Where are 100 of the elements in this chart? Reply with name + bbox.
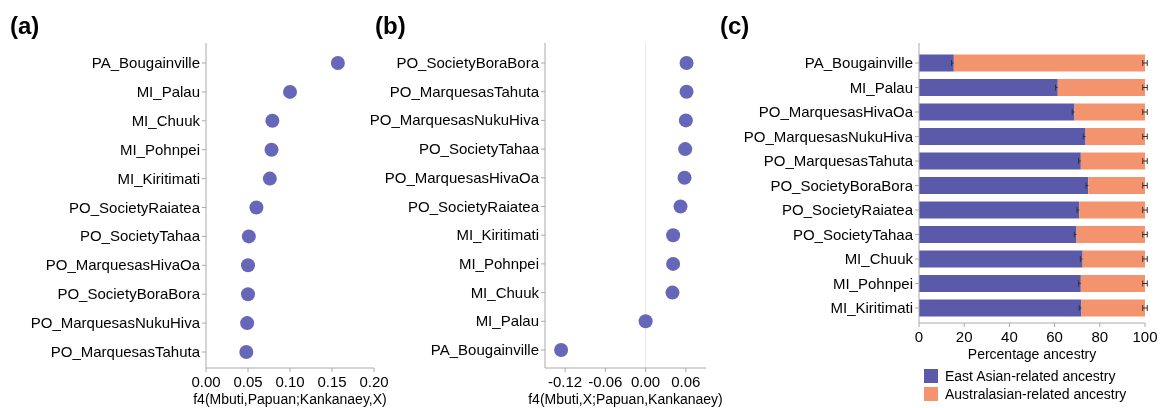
y-tick-label: PO_SocietyBoraBora (770, 176, 914, 194)
point (554, 343, 569, 357)
y-tick-label: PA_Bougainville (91, 54, 200, 71)
y-tick-label: MI_Kiritimati (456, 226, 539, 244)
x-tick-label: 0.00 (191, 373, 221, 390)
point (249, 200, 264, 215)
x-tick-label: 100 (1132, 328, 1158, 345)
bar (919, 299, 1082, 317)
point (638, 314, 653, 329)
bar (919, 79, 1058, 96)
y-tick-label: MI_Palau (475, 312, 539, 330)
point (673, 199, 688, 214)
bar (1080, 152, 1145, 170)
y-tick-label: PO_SocietyBoraBora (57, 285, 201, 303)
point (241, 258, 255, 273)
point (265, 113, 280, 128)
y-tick-label: PO_SocietyRaiatea (408, 197, 540, 215)
bar (1088, 177, 1145, 194)
bar (1076, 226, 1145, 243)
bar (1081, 299, 1145, 317)
y-tick-label: PO_SocietyTahaa (792, 225, 914, 243)
legend-label: Australasian-related ancestry (945, 386, 1127, 402)
y-tick-label: MI_Kiritimati (830, 299, 913, 316)
point (678, 113, 693, 128)
x-tick-label: 0.20 (359, 373, 389, 390)
bar (919, 103, 1075, 121)
y-tick-label: PO_SocietyTahaa (79, 227, 201, 245)
point (264, 142, 279, 157)
chart-title: (b) (375, 12, 406, 39)
y-tick-label: PO_SocietyTahaa (418, 140, 540, 158)
chart-title: (c) (720, 12, 750, 39)
y-tick-label: MI_Pohnpei (119, 140, 200, 158)
x-tick-label: 0.05 (233, 373, 263, 390)
bar (1085, 128, 1145, 145)
y-tick-label: PO_MarquesasNukuHiva (369, 111, 540, 129)
y-tick-label: MI_Palau (136, 82, 200, 100)
point (241, 229, 256, 244)
x-tick-label: 0.00 (631, 373, 661, 390)
y-tick-label: PA_Bougainville (804, 54, 913, 71)
y-tick-label: PO_MarquesasTahuta (50, 343, 201, 360)
y-tick-label: MI_Palau (849, 78, 913, 96)
x-tick-label: -0.12 (548, 373, 583, 390)
x-tick-label: 80 (1091, 328, 1109, 345)
y-tick-label: PO_SocietyBoraBora (396, 54, 540, 71)
x-axis-title: f4(Mbuti,X;Papuan,Kankanaey) (528, 391, 723, 407)
legend-label: East Asian-related ancestry (945, 368, 1116, 384)
x-axis-title: f4(Mbuti,Papuan;Kankanaey,X) (193, 391, 387, 407)
point (241, 287, 255, 302)
chart-title: (a) (10, 12, 40, 39)
bar (919, 250, 1083, 268)
y-tick-label: PO_MarquesasTahuta (763, 152, 914, 169)
x-tick-label: 0.06 (671, 373, 701, 390)
bar (919, 275, 1081, 292)
x-tick-label: 40 (1001, 328, 1018, 345)
x-tick-label: 60 (1046, 328, 1063, 345)
point (666, 256, 681, 271)
point (240, 316, 255, 331)
point (666, 228, 681, 243)
y-tick-label: PA_Bougainville (430, 341, 539, 358)
point (283, 84, 297, 99)
y-tick-label: MI_Kiritimati (117, 169, 200, 187)
bar (919, 177, 1089, 194)
bar (1057, 79, 1145, 96)
point (239, 345, 254, 359)
x-tick-label: 0.15 (317, 373, 347, 390)
bar (919, 152, 1081, 170)
point (679, 56, 694, 70)
y-tick-label: PO_SocietyRaiatea (782, 201, 914, 218)
bar (919, 201, 1080, 219)
bar (919, 54, 954, 72)
y-tick-label: PO_SocietyRaiatea (69, 198, 201, 216)
point (678, 142, 693, 157)
y-tick-label: PO_MarquesasHivaOa (758, 103, 914, 120)
x-axis-title: Percentage ancestry (967, 346, 1097, 362)
x-tick-label: 0.10 (275, 373, 305, 390)
x-tick-label: 0 (914, 328, 924, 345)
bar (953, 54, 1145, 72)
y-tick-label: MI_Pohnpei (458, 254, 539, 272)
point (679, 84, 694, 99)
y-tick-label: MI_Chuuk (131, 111, 201, 129)
x-tick-label: -0.06 (588, 373, 623, 390)
bar (1074, 103, 1145, 121)
y-tick-label: PO_MarquesasNukuHiva (30, 314, 201, 332)
y-tick-label: MI_Chuuk (470, 283, 540, 301)
bar (1080, 275, 1145, 292)
y-tick-label: MI_Chuuk (844, 250, 914, 267)
bar (1082, 250, 1145, 268)
y-tick-label: MI_Pohnpei (832, 274, 913, 292)
y-tick-label: PO_MarquesasNukuHiva (743, 127, 914, 145)
point (330, 56, 345, 70)
bar (1079, 201, 1145, 219)
x-tick-label: 20 (955, 328, 973, 345)
y-tick-label: PO_MarquesasTahuta (389, 82, 540, 100)
y-tick-label: PO_MarquesasHivaOa (45, 256, 201, 274)
point (677, 170, 692, 185)
bar (919, 128, 1086, 145)
y-tick-label: PO_MarquesasHivaOa (384, 168, 540, 186)
point (665, 285, 680, 300)
bar (919, 226, 1077, 243)
point (262, 171, 277, 186)
